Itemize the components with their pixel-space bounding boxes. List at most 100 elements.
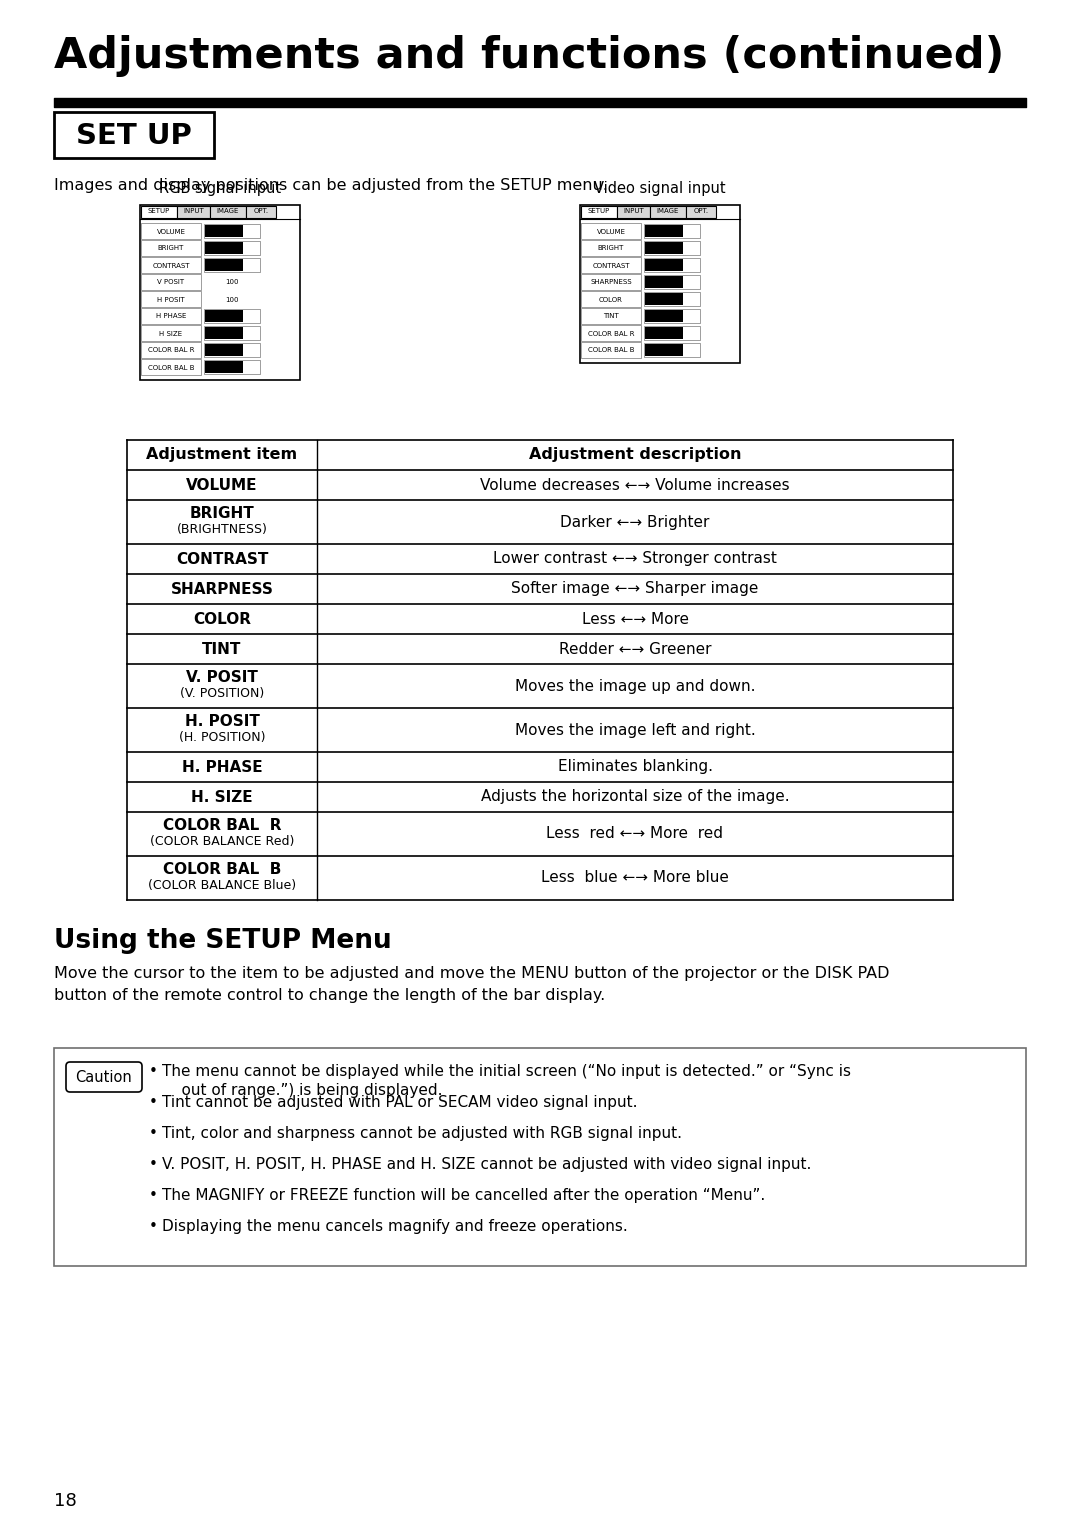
Text: Tint cannot be adjusted with PAL or SECAM video signal input.: Tint cannot be adjusted with PAL or SECA… <box>162 1096 637 1109</box>
Text: •: • <box>149 1063 158 1079</box>
Bar <box>645 293 683 306</box>
Bar <box>644 225 700 238</box>
Text: SHARPNESS: SHARPNESS <box>590 280 632 286</box>
Text: H SIZE: H SIZE <box>160 330 183 336</box>
Text: VOLUME: VOLUME <box>157 229 186 234</box>
Bar <box>617 206 650 219</box>
Text: OPT.: OPT. <box>254 208 269 214</box>
Text: •: • <box>149 1096 158 1109</box>
Text: Less ←→ More: Less ←→ More <box>581 611 689 626</box>
Bar <box>644 309 700 322</box>
Text: Moves the image left and right.: Moves the image left and right. <box>515 723 755 738</box>
Text: IMAGE: IMAGE <box>657 208 679 214</box>
Bar <box>204 241 260 255</box>
Text: Less  blue ←→ More blue: Less blue ←→ More blue <box>541 871 729 886</box>
Text: OPT.: OPT. <box>693 208 708 214</box>
Bar <box>205 361 243 373</box>
Bar <box>205 310 243 322</box>
Bar <box>205 260 243 270</box>
Bar <box>644 275 700 289</box>
Bar <box>581 223 642 238</box>
Text: COLOR BAL R: COLOR BAL R <box>148 347 194 353</box>
Bar <box>644 241 700 255</box>
Text: COLOR BAL  B: COLOR BAL B <box>163 862 281 877</box>
Bar <box>205 344 243 356</box>
Text: CONTRAST: CONTRAST <box>176 552 268 567</box>
Text: •: • <box>149 1157 158 1172</box>
Bar <box>141 342 201 358</box>
Bar <box>581 240 642 257</box>
Text: Adjusts the horizontal size of the image.: Adjusts the horizontal size of the image… <box>481 790 789 805</box>
Text: BRIGHT: BRIGHT <box>190 506 255 521</box>
Bar <box>54 112 214 157</box>
Text: Caution: Caution <box>76 1070 133 1085</box>
Text: VOLUME: VOLUME <box>596 229 625 234</box>
Bar <box>140 205 300 380</box>
Text: Lower contrast ←→ Stronger contrast: Lower contrast ←→ Stronger contrast <box>494 552 777 567</box>
Text: •: • <box>149 1219 158 1235</box>
Bar <box>204 258 260 272</box>
Text: TINT: TINT <box>202 642 242 657</box>
Bar <box>645 225 683 237</box>
Bar <box>54 1048 1026 1267</box>
Bar <box>581 309 642 324</box>
Text: (H. POSITION): (H. POSITION) <box>179 732 266 744</box>
Bar <box>644 325 700 341</box>
Text: RGB signal input: RGB signal input <box>159 180 281 196</box>
Text: •: • <box>149 1126 158 1141</box>
Text: SHARPNESS: SHARPNESS <box>171 582 273 596</box>
Text: SET UP: SET UP <box>76 122 192 150</box>
Text: VOLUME: VOLUME <box>186 477 258 492</box>
Text: SETUP: SETUP <box>148 208 171 214</box>
Bar <box>645 310 683 322</box>
Text: The MAGNIFY or FREEZE function will be cancelled after the operation “Menu”.: The MAGNIFY or FREEZE function will be c… <box>162 1187 766 1203</box>
Text: BRIGHT: BRIGHT <box>598 246 624 252</box>
Text: INPUT: INPUT <box>623 208 644 214</box>
Bar <box>204 342 260 358</box>
Bar <box>645 260 683 270</box>
Text: The menu cannot be displayed while the initial screen (“No input is detected.” o: The menu cannot be displayed while the i… <box>162 1063 851 1099</box>
Text: Less  red ←→ More  red: Less red ←→ More red <box>546 827 724 842</box>
Text: Eliminates blanking.: Eliminates blanking. <box>557 759 713 775</box>
Bar <box>205 327 243 339</box>
Text: 100: 100 <box>226 280 239 286</box>
Bar <box>581 257 642 274</box>
Text: Redder ←→ Greener: Redder ←→ Greener <box>558 642 712 657</box>
Bar <box>644 342 700 358</box>
Bar <box>204 309 260 322</box>
Bar <box>645 277 683 287</box>
Text: COLOR BAL  R: COLOR BAL R <box>163 819 281 833</box>
Bar <box>205 241 243 254</box>
Text: SETUP: SETUP <box>588 208 610 214</box>
Text: COLOR BAL B: COLOR BAL B <box>588 347 634 353</box>
Bar <box>645 327 683 339</box>
FancyBboxPatch shape <box>66 1062 141 1093</box>
Bar <box>645 344 683 356</box>
Bar <box>141 206 177 219</box>
Bar <box>644 292 700 306</box>
Text: 100: 100 <box>226 296 239 303</box>
Bar <box>581 290 642 307</box>
Text: H. PHASE: H. PHASE <box>181 759 262 775</box>
Text: •: • <box>149 1187 158 1203</box>
Text: Video signal input: Video signal input <box>594 180 726 196</box>
Text: (COLOR BALANCE Red): (COLOR BALANCE Red) <box>150 836 294 848</box>
Bar <box>204 225 260 238</box>
Bar <box>141 223 201 238</box>
Text: (COLOR BALANCE Blue): (COLOR BALANCE Blue) <box>148 880 296 892</box>
Text: H PHASE: H PHASE <box>156 313 186 319</box>
Text: 18: 18 <box>54 1491 77 1510</box>
Text: H. POSIT: H. POSIT <box>185 715 259 729</box>
Bar <box>210 206 246 219</box>
Text: Images and display positions can be adjusted from the SETUP menu.: Images and display positions can be adju… <box>54 177 608 193</box>
Bar <box>141 359 201 374</box>
Bar <box>650 206 686 219</box>
Text: V. POSIT, H. POSIT, H. PHASE and H. SIZE cannot be adjusted with video signal in: V. POSIT, H. POSIT, H. PHASE and H. SIZE… <box>162 1157 811 1172</box>
Text: IMAGE: IMAGE <box>217 208 239 214</box>
Text: Volume decreases ←→ Volume increases: Volume decreases ←→ Volume increases <box>481 477 789 492</box>
Bar <box>205 225 243 237</box>
Text: V POSIT: V POSIT <box>158 280 185 286</box>
Bar <box>141 309 201 324</box>
Text: COLOR BAL R: COLOR BAL R <box>588 330 634 336</box>
Text: COLOR: COLOR <box>599 296 623 303</box>
